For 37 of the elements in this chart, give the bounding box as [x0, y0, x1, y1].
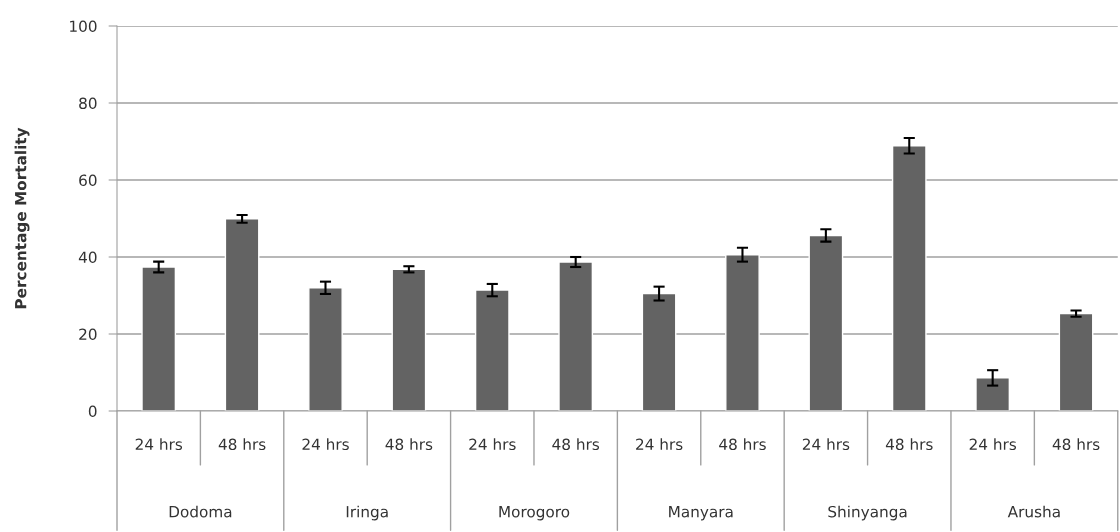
- bar: [808, 234, 844, 411]
- x-tick-label: 48 hrs: [1052, 438, 1100, 451]
- y-tick-label: 40: [78, 251, 97, 264]
- y-tick-label: 0: [88, 405, 97, 418]
- text: Dodoma: [169, 505, 232, 518]
- y-tick-label: 100: [70, 20, 97, 33]
- bar: [308, 287, 343, 411]
- x-tick-label: 48 hrs: [552, 438, 600, 451]
- x-tick-label: 48 hrs: [218, 438, 266, 451]
- bar: [725, 253, 760, 411]
- x-tick-label: 24 hrs: [469, 438, 516, 451]
- y-tick-label: 20: [79, 328, 97, 341]
- x-tick-label: 24 hrs: [636, 438, 683, 451]
- bar: [1058, 312, 1094, 411]
- text: Iringa: [346, 505, 388, 521]
- bar: [224, 218, 260, 411]
- bar: [558, 261, 594, 411]
- y-tick-label: 60: [79, 174, 97, 187]
- text: Morogoro: [499, 506, 570, 521]
- text: Manyara: [669, 506, 733, 521]
- x-tick-label: 24 hrs: [135, 438, 183, 451]
- x-tick-label: 24 hrs: [302, 438, 349, 451]
- text: Arusha: [1007, 505, 1060, 518]
- y-axis-title: Percentage Mortality: [14, 127, 30, 309]
- x-tick-label: 24 hrs: [802, 438, 850, 451]
- x-tick-label: 48 hrs: [719, 438, 766, 451]
- bar: [141, 266, 177, 411]
- y-tick-label: 80: [79, 97, 97, 110]
- bar: [391, 268, 427, 411]
- x-tick-label: 48 hrs: [885, 438, 933, 451]
- text: Shinyanga: [828, 505, 907, 521]
- bar: [891, 145, 927, 411]
- x-tick-label: 24 hrs: [969, 438, 1017, 451]
- bar: [474, 289, 510, 411]
- x-tick-label: 48 hrs: [385, 438, 433, 451]
- bar: [641, 292, 677, 411]
- bar: [975, 377, 1011, 411]
